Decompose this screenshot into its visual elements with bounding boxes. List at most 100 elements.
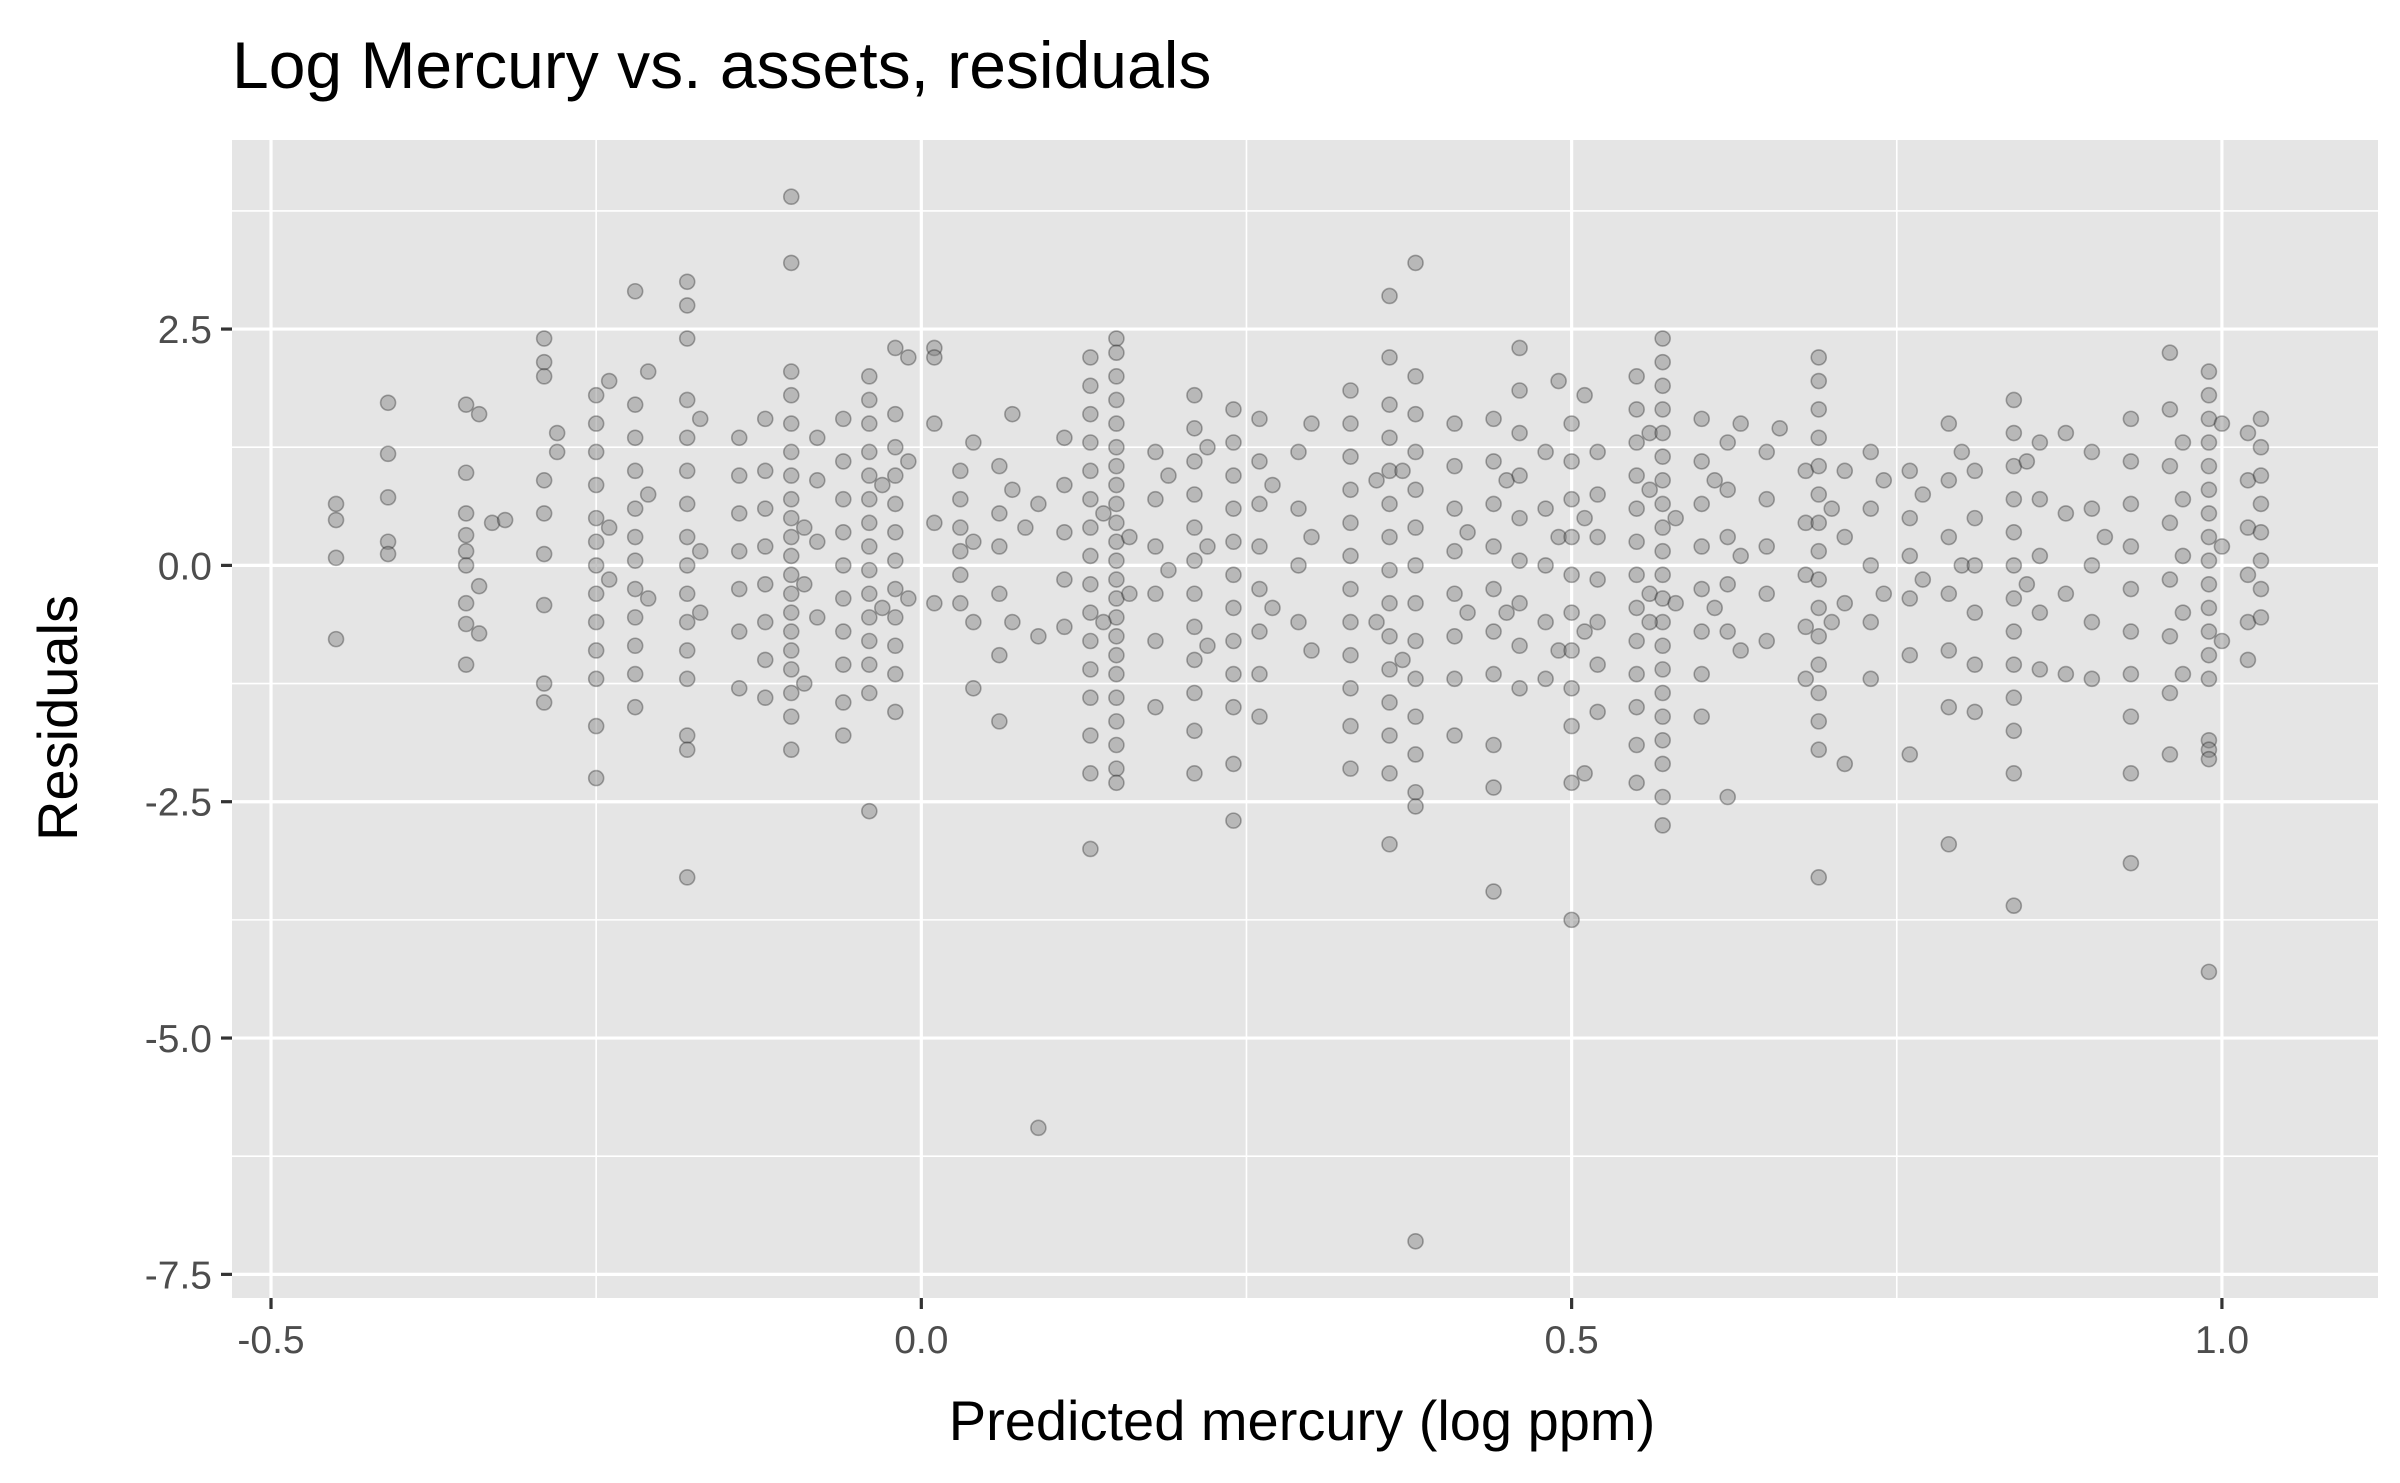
data-point [2096, 528, 2114, 546]
data-point [1251, 708, 1268, 725]
data-point [1706, 599, 1723, 617]
data-point [1108, 415, 1125, 432]
data-point [678, 495, 696, 513]
data-point [1485, 580, 1502, 598]
data-point [900, 590, 917, 607]
data-point [1303, 528, 1320, 546]
data-point [483, 514, 501, 532]
data-point [887, 637, 904, 655]
data-point [587, 415, 605, 432]
data-point [1004, 481, 1021, 499]
data-point [535, 472, 553, 489]
data-point [1108, 736, 1125, 754]
data-point [1225, 500, 1242, 517]
data-point [1381, 462, 1398, 480]
data-point [678, 297, 696, 314]
data-point [626, 528, 644, 546]
data-point [1407, 443, 1424, 461]
data-point [678, 670, 696, 688]
data-point [1446, 542, 1463, 560]
data-point [1225, 632, 1242, 650]
data-point [2122, 708, 2140, 725]
data-point [1901, 462, 1919, 480]
data-point [965, 434, 982, 451]
data-point [2122, 665, 2140, 683]
data-point [991, 713, 1008, 730]
data-point [1485, 736, 1502, 754]
data-point [2057, 505, 2075, 522]
data-point [639, 363, 657, 380]
data-point [1654, 495, 1671, 513]
data-point [1186, 618, 1203, 636]
data-point [1407, 594, 1424, 612]
data-point [535, 545, 553, 563]
data-point [782, 467, 800, 484]
data-point [1199, 538, 1216, 555]
data-point [1758, 538, 1776, 555]
data-point [1407, 254, 1424, 272]
data-point [496, 511, 514, 529]
data-point [834, 727, 852, 744]
data-point [1394, 462, 1411, 480]
data-point [1082, 765, 1099, 782]
data-point [1342, 514, 1359, 532]
data-point [2005, 656, 2023, 673]
data-point [1940, 585, 1958, 603]
data-point [834, 623, 852, 640]
data-point [1407, 405, 1424, 423]
data-point [730, 429, 748, 447]
data-point [1199, 637, 1216, 655]
data-point [1251, 495, 1268, 513]
data-point [1693, 538, 1710, 555]
data-point [1654, 472, 1671, 489]
data-point [1381, 528, 1398, 546]
data-point [2200, 741, 2218, 759]
data-point [535, 505, 553, 522]
data-point [626, 698, 644, 716]
data-point [1641, 585, 1658, 603]
data-point [2239, 519, 2257, 536]
data-point [1719, 434, 1736, 451]
x-axis: -0.5 0.0 0.5 1.0 [237, 1298, 2249, 1362]
data-point [587, 557, 605, 574]
data-point [1082, 575, 1099, 593]
data-point [1693, 495, 1710, 513]
data-point [1654, 817, 1671, 834]
data-point [1654, 755, 1671, 773]
data-point [1810, 372, 1828, 390]
data-point [1381, 561, 1398, 579]
data-point [834, 590, 852, 607]
data-point [691, 410, 709, 428]
data-point [1563, 717, 1580, 735]
data-point [1940, 642, 1958, 659]
data-point [626, 552, 644, 569]
data-point [2083, 557, 2101, 574]
data-point [1654, 684, 1671, 702]
data-point [1940, 835, 1958, 853]
data-point [1797, 618, 1815, 636]
data-point [2252, 495, 2270, 513]
data-point [782, 443, 800, 461]
data-point [457, 526, 475, 544]
data-point [1186, 651, 1203, 669]
data-point [926, 415, 943, 432]
data-point [2200, 528, 2218, 546]
data-point [2122, 538, 2140, 555]
data-point [2213, 538, 2231, 555]
data-point [2200, 410, 2218, 428]
data-point [1108, 476, 1125, 494]
data-point [1628, 774, 1645, 792]
data-point [1381, 765, 1398, 782]
data-point [860, 609, 878, 626]
data-point [730, 542, 748, 560]
data-point [1654, 708, 1671, 725]
data-point [1563, 453, 1580, 470]
data-point [626, 462, 644, 480]
data-point [1108, 627, 1125, 645]
data-point [678, 330, 696, 347]
data-point [1628, 599, 1645, 617]
data-point [1459, 604, 1476, 621]
data-point [782, 188, 800, 206]
data-point [1108, 646, 1125, 664]
data-point [678, 528, 696, 546]
